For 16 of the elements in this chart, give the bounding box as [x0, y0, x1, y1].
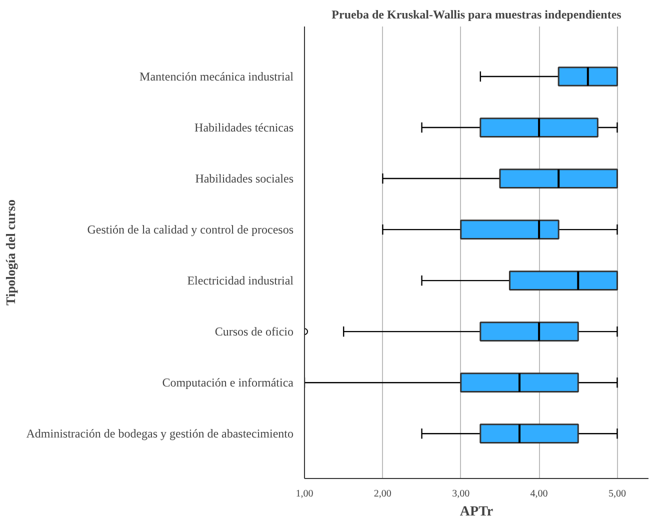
chart-title: Prueba de Kruskal-Wallis para muestras independientes	[332, 8, 622, 22]
y-tick-label: Computación e informática	[162, 376, 294, 390]
y-tick-label: Gestión de la calidad y control de procesos	[87, 222, 294, 237]
y-axis-title: Tipología del curso	[3, 200, 18, 306]
y-tick-label: Mantención mecánica industrial	[140, 69, 294, 84]
x-tick-label: 5,00	[608, 488, 626, 500]
x-axis-title: APTr	[460, 504, 494, 520]
y-tick-label: Electricidad industrial	[187, 274, 294, 288]
y-tick-label: Administración de bodegas y gestión de abastecimiento	[26, 426, 294, 441]
y-tick-label: Habilidades técnicas	[194, 120, 294, 135]
y-tick-label: Habilidades sociales	[195, 172, 294, 186]
x-tick-label: 3,00	[452, 488, 470, 500]
x-tick-label: 1,00	[296, 488, 314, 500]
x-tick-label: 4,00	[530, 488, 548, 500]
x-tick-label: 2,00	[374, 488, 392, 500]
y-tick-label: Cursos de oficio	[214, 324, 294, 339]
